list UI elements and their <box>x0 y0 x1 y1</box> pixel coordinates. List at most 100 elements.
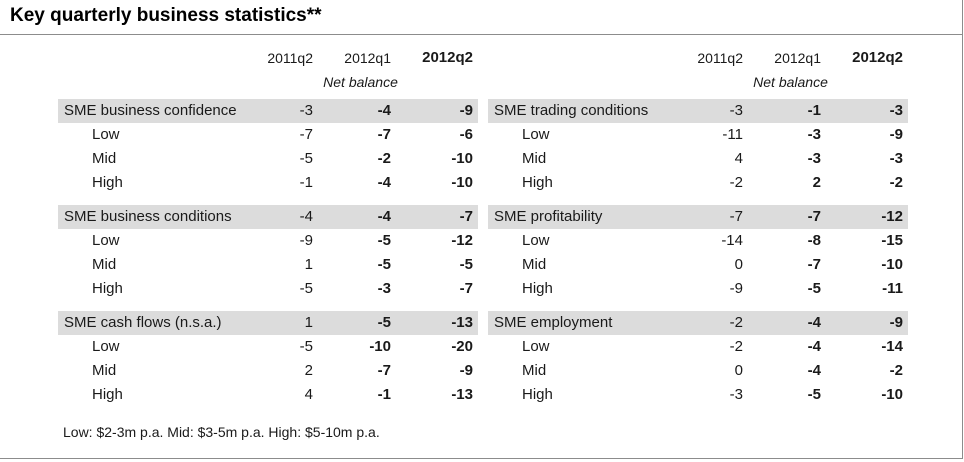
stat-group: SME trading conditions -3 -1 -3 Low -11 -3 -9 Mi… <box>488 99 908 195</box>
value-2011q2: -5 <box>299 338 313 355</box>
value-2012q1: -4 <box>807 338 821 355</box>
value-2011q2: 4 <box>734 150 743 167</box>
value-2012q1: -3 <box>377 280 391 297</box>
value-2012q2: -7 <box>459 280 473 297</box>
row-label: SME trading conditions <box>494 102 649 119</box>
value-2012q2: -2 <box>889 174 903 191</box>
row-label: SME cash flows (n.s.a.) <box>64 314 222 331</box>
row-label: Mid <box>92 256 117 273</box>
value-2012q2: -10 <box>451 150 473 167</box>
column-header-2011q2: 2011q2 <box>697 50 743 66</box>
table-row: Mid 1 -5 -5 <box>58 253 478 277</box>
table-row: Low -14 -8 -15 <box>488 229 908 253</box>
value-2011q2: -5 <box>299 280 313 297</box>
value-2011q2: -2 <box>729 314 743 331</box>
column-header-2011q2: 2011q2 <box>267 50 313 66</box>
row-label: High <box>522 280 553 297</box>
value-2012q1: -3 <box>807 150 821 167</box>
value-2011q2: 0 <box>734 362 743 379</box>
value-2012q2: -20 <box>451 338 473 355</box>
value-2012q1: -5 <box>807 280 821 297</box>
value-2012q1: -5 <box>377 232 391 249</box>
value-2011q2: -3 <box>729 102 743 119</box>
value-2012q2: -13 <box>451 314 473 331</box>
group-header-row: SME profitability -7 -7 -12 <box>488 205 908 229</box>
row-label: SME employment <box>494 314 613 331</box>
value-2011q2: -9 <box>299 232 313 249</box>
value-2012q1: -10 <box>369 338 391 355</box>
group-header-row: SME employment -2 -4 -9 <box>488 311 908 335</box>
table-row: Mid -5 -2 -10 <box>58 147 478 171</box>
table-row: Mid 0 -7 -10 <box>488 253 908 277</box>
value-2012q2: -3 <box>889 150 903 167</box>
value-2012q1: -1 <box>807 102 821 119</box>
value-2012q1: -2 <box>377 150 391 167</box>
value-2012q2: -15 <box>881 232 903 249</box>
table-row: Low -9 -5 -12 <box>58 229 478 253</box>
title-divider <box>0 34 962 35</box>
value-2012q2: -6 <box>459 126 473 143</box>
net-balance-subheader: Net balance <box>753 74 828 90</box>
row-label: Mid <box>92 362 117 379</box>
row-label: Low <box>92 232 120 249</box>
value-2011q2: -2 <box>729 338 743 355</box>
value-2011q2: -2 <box>729 174 743 191</box>
value-2012q1: -4 <box>807 314 821 331</box>
value-2012q2: -2 <box>889 362 903 379</box>
value-2011q2: -3 <box>299 102 313 119</box>
table-row: Low -7 -7 -6 <box>58 123 478 147</box>
value-2011q2: 0 <box>734 256 743 273</box>
table-row: High -3 -5 -10 <box>488 383 908 407</box>
stat-group: SME cash flows (n.s.a.) 1 -5 -13 Low -5 -10 -20… <box>58 311 478 407</box>
value-2012q1: -4 <box>377 102 391 119</box>
row-label: Mid <box>522 150 547 167</box>
value-2011q2: -3 <box>729 386 743 403</box>
value-2012q2: -13 <box>451 386 473 403</box>
value-2011q2: 1 <box>304 314 313 331</box>
stat-group: SME employment -2 -4 -9 Low -2 -4 -14 Mid 0 -4 -2 Hi… <box>488 311 908 407</box>
left-panel: 2011q2 2012q1 2012q2 Net balance SME bus… <box>58 44 478 419</box>
stat-group: SME profitability -7 -7 -12 Low -14 -8 -15 Mid 0 -… <box>488 205 908 301</box>
page-title: Key quarterly business statistics** <box>10 5 322 26</box>
row-label: Mid <box>522 256 547 273</box>
value-2012q2: -7 <box>459 208 473 225</box>
value-2012q2: -12 <box>881 208 903 225</box>
row-label: Low <box>522 232 550 249</box>
table-row: Mid 0 -4 -2 <box>488 359 908 383</box>
group-header-row: SME business confidence -3 -4 -9 <box>58 99 478 123</box>
value-2012q1: -5 <box>377 314 391 331</box>
value-2012q2: -14 <box>881 338 903 355</box>
value-2011q2: -7 <box>299 126 313 143</box>
column-header-2012q2: 2012q2 <box>422 49 473 66</box>
group-header-row: SME business conditions -4 -4 -7 <box>58 205 478 229</box>
value-2012q1: -5 <box>807 386 821 403</box>
group-header-row: SME trading conditions -3 -1 -3 <box>488 99 908 123</box>
value-2012q1: -3 <box>807 126 821 143</box>
value-2012q2: -12 <box>451 232 473 249</box>
value-2011q2: -4 <box>299 208 313 225</box>
group-header-row: SME cash flows (n.s.a.) 1 -5 -13 <box>58 311 478 335</box>
table-row: Mid 2 -7 -9 <box>58 359 478 383</box>
value-2011q2: -9 <box>729 280 743 297</box>
value-2012q1: -4 <box>377 174 391 191</box>
value-2012q2: -10 <box>881 386 903 403</box>
table-row: Low -5 -10 -20 <box>58 335 478 359</box>
value-2012q2: -5 <box>459 256 473 273</box>
value-2011q2: -5 <box>299 150 313 167</box>
column-header-2012q1: 2012q1 <box>774 50 821 66</box>
value-2012q2: -10 <box>881 256 903 273</box>
row-label: High <box>92 280 123 297</box>
value-2012q1: -4 <box>807 362 821 379</box>
row-label: High <box>522 386 553 403</box>
table-row: High -5 -3 -7 <box>58 277 478 301</box>
row-label: High <box>92 174 123 191</box>
value-2012q2: -3 <box>889 102 903 119</box>
value-2012q1: -4 <box>377 208 391 225</box>
value-2012q1: -8 <box>807 232 821 249</box>
row-label: Low <box>522 126 550 143</box>
value-2012q2: -9 <box>459 362 473 379</box>
table-row: High -1 -4 -10 <box>58 171 478 195</box>
value-2012q1: 2 <box>812 174 821 191</box>
row-label: SME business conditions <box>64 208 232 225</box>
